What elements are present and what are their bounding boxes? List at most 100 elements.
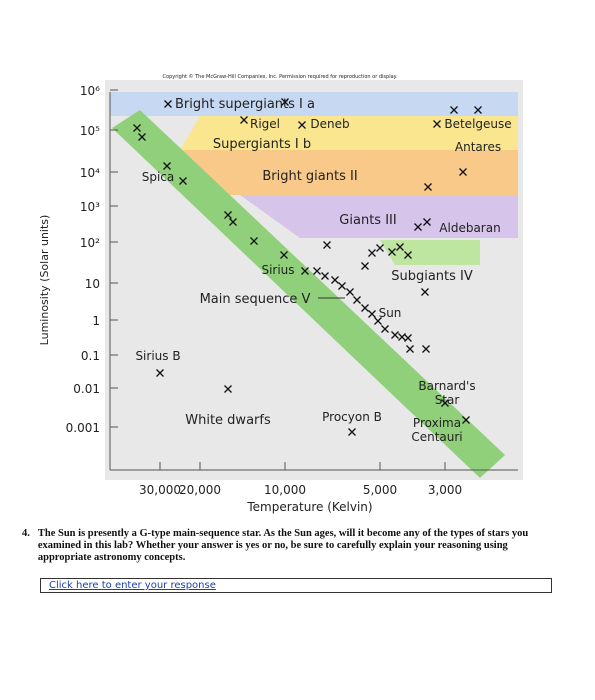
star-label-line: Spica — [142, 170, 175, 184]
y-tick-label: 0.001 — [66, 421, 100, 435]
star-marker — [301, 267, 309, 275]
star-label-line: Antares — [455, 140, 501, 154]
region-label: Subgiants IV — [391, 269, 473, 284]
y-axis-label: Luminosity (Solar units) — [38, 215, 51, 346]
star-label: Sirius B — [135, 349, 180, 363]
star-marker — [348, 428, 356, 436]
star-marker — [368, 249, 376, 257]
star-marker — [164, 100, 172, 108]
y-tick-label: 0.1 — [81, 349, 100, 363]
region-label: Main sequence V — [200, 292, 311, 307]
star-marker — [250, 237, 258, 245]
star-marker — [156, 369, 164, 377]
star-marker — [423, 218, 431, 226]
star-marker — [396, 243, 404, 251]
star-marker — [374, 317, 382, 325]
star-marker — [229, 218, 237, 226]
star-label: Aldebaran — [439, 221, 500, 235]
star-label-line: Procyon B — [322, 410, 382, 424]
region-label: Giants III — [339, 213, 396, 228]
star-label: Procyon B — [322, 410, 382, 424]
x-tick-label: 30,000 — [139, 483, 181, 497]
band-bright-giants — [175, 150, 518, 195]
star-label: Betelgeuse — [444, 117, 511, 131]
star-marker — [450, 106, 458, 114]
star-label-line: Proxima — [413, 416, 461, 430]
star-marker — [240, 116, 248, 124]
x-axis-label: Temperature (Kelvin) — [246, 500, 372, 514]
star-marker — [353, 296, 361, 304]
star-marker — [404, 334, 412, 342]
response-link[interactable]: Click here to enter your response — [49, 580, 216, 591]
star-label-line: Star — [435, 393, 460, 407]
star-marker — [323, 241, 331, 249]
star-label-line: Deneb — [310, 117, 349, 131]
star-marker — [406, 345, 414, 353]
star-label-line: Aldebaran — [439, 221, 500, 235]
y-tick-label: 1 — [92, 314, 100, 328]
star-marker — [404, 251, 412, 259]
star-label: Barnard's Star — [418, 379, 475, 407]
region-label: Bright supergiants I a — [175, 97, 315, 112]
region-label: Supergiants I b — [213, 137, 311, 152]
star-marker — [224, 211, 232, 219]
star-marker — [361, 262, 369, 270]
star-marker — [368, 310, 376, 318]
question-text: The Sun is presently a G-type main-seque… — [37, 528, 529, 563]
star-label: Sun — [379, 306, 402, 320]
star-marker — [433, 120, 441, 128]
y-tick-label: 10⁵ — [80, 124, 100, 138]
star-label-line: Sirius — [261, 263, 294, 277]
star-label-line: Sun — [379, 306, 402, 320]
band-giants — [240, 195, 518, 238]
region-label: White dwarfs — [185, 413, 271, 428]
response-box: Click here to enter your response — [40, 578, 552, 593]
y-tick-label: 10³ — [80, 200, 100, 214]
band-subgiants — [380, 240, 480, 265]
star-label: Rigel — [250, 117, 280, 131]
star-marker — [338, 282, 346, 290]
question: 4. The Sun is presently a G-type main-seq… — [22, 528, 562, 564]
star-label: Deneb — [310, 117, 349, 131]
star-marker — [376, 244, 384, 252]
star-marker — [346, 288, 354, 296]
x-tick-label: 3,000 — [428, 483, 462, 497]
y-tick-label: 10² — [80, 236, 100, 250]
band-supergiants-ib — [180, 116, 518, 150]
band-supergiants-ia — [110, 92, 518, 116]
star-marker — [391, 331, 399, 339]
region-label: Bright giants II — [262, 169, 357, 184]
star-marker — [179, 177, 187, 185]
star-marker — [414, 223, 422, 231]
star-marker — [280, 251, 288, 259]
star-marker — [224, 385, 232, 393]
x-tick-label: 10,000 — [264, 483, 306, 497]
star-label-line: Barnard's — [418, 379, 475, 393]
star-label: Sirius — [261, 263, 294, 277]
star-marker — [459, 168, 467, 176]
star-label: Antares — [455, 140, 501, 154]
star-marker — [298, 121, 306, 129]
star-marker — [163, 162, 171, 170]
star-label-line: Centauri — [411, 430, 462, 444]
star-marker — [388, 248, 396, 256]
hr-diagram: Copyright © The McGraw-Hill Companies, I… — [38, 73, 523, 514]
star-marker — [138, 133, 146, 141]
star-label: Proxima Centauri — [411, 416, 462, 444]
copyright: Copyright © The McGraw-Hill Companies, I… — [163, 73, 398, 80]
star-marker — [361, 304, 369, 312]
star-marker — [133, 124, 141, 132]
star-label-line: Rigel — [250, 117, 280, 131]
star-label: Spica — [142, 170, 175, 184]
question-number: 4. — [22, 528, 30, 539]
star-marker — [381, 325, 389, 333]
star-label-line: Betelgeuse — [444, 117, 511, 131]
star-marker — [441, 399, 449, 407]
y-tick-label: 10⁴ — [80, 166, 100, 180]
star-marker — [474, 106, 482, 114]
x-tick-label: 20,000 — [179, 483, 221, 497]
star-marker — [421, 288, 429, 296]
y-tick-label: 10⁶ — [80, 84, 100, 98]
x-tick-label: 5,000 — [363, 483, 397, 497]
star-label-line: Sirius B — [135, 349, 180, 363]
